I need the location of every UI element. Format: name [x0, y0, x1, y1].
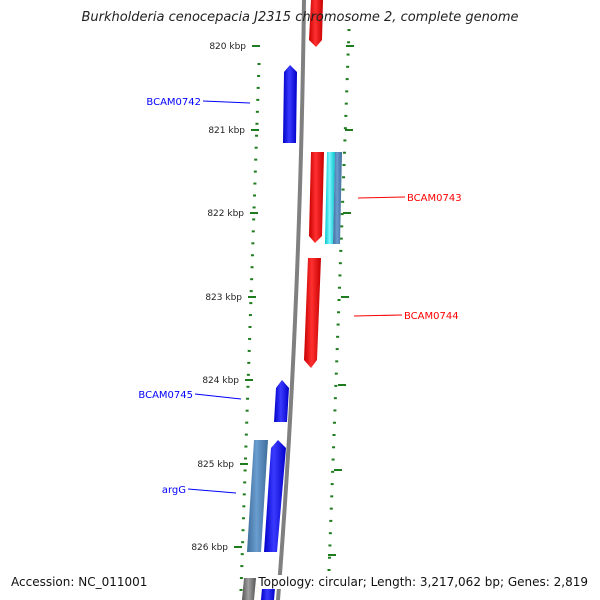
gene-arrow-bcam0743 [309, 152, 324, 243]
gene-fragment [242, 578, 256, 600]
forward-feature-bar [247, 440, 268, 552]
gene-label-leader [187, 488, 237, 494]
gene-label-leader [353, 314, 403, 317]
tick-label: 822 kbp [207, 209, 244, 219]
gene-arrow-bcam0742 [283, 65, 297, 143]
accession-label: Accession: NC_011001 [9, 575, 150, 589]
gene-label: argG [162, 485, 186, 496]
tick-label: 823 kbp [205, 293, 242, 303]
reverse-gene-arrow [309, 0, 323, 47]
gene-label: BCAM0744 [404, 311, 459, 322]
topology-summary: Topology: circular; Length: 3,217,062 bp… [256, 575, 590, 589]
tick-label: 820 kbp [209, 42, 246, 52]
gene-arrow-bcam0745 [274, 380, 289, 422]
gene-fragment [261, 588, 275, 600]
tick-label: 826 kbp [191, 543, 228, 553]
map-title: Burkholderia cenocepacia J2315 chromosom… [81, 10, 519, 25]
tick-label: 825 kbp [197, 460, 234, 470]
gene-arrow-bcam0744 [304, 258, 321, 368]
gene-label-leader [194, 393, 242, 400]
gene-label: BCAM0743 [407, 193, 462, 204]
gene-label: BCAM0745 [138, 390, 193, 401]
tick-label: 824 kbp [202, 376, 239, 386]
reverse-feature-bar [325, 152, 335, 244]
gene-label-leader [202, 100, 251, 104]
reverse-feature-bar [333, 152, 342, 244]
tick-label: 821 kbp [208, 126, 245, 136]
gene-arrow-argg [264, 440, 286, 552]
gene-label: BCAM0742 [146, 97, 201, 108]
chromosome-backbone [276, 0, 306, 600]
gene-label-leader [357, 196, 406, 199]
